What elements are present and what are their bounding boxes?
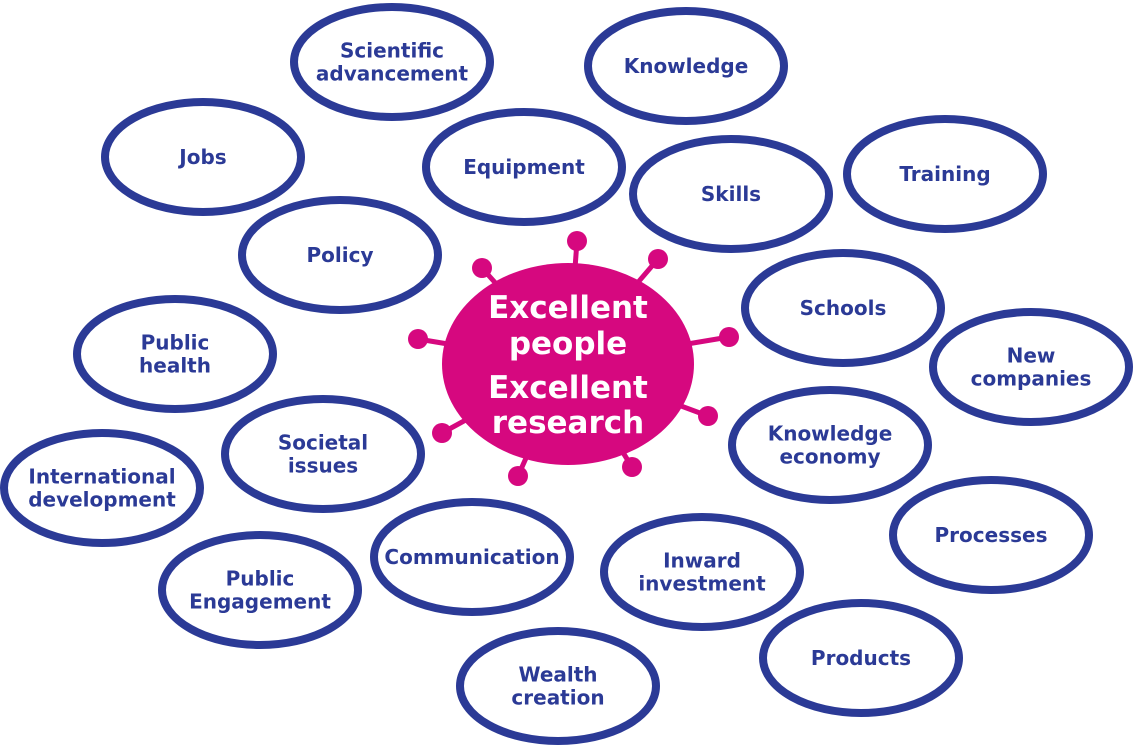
bubble-label: Engagement [189, 590, 331, 614]
bubble-outline [73, 295, 277, 413]
bubble-label: health [139, 354, 211, 378]
bubble-label: International [28, 465, 175, 489]
bubble-outline [0, 429, 204, 547]
bubble-outline [456, 627, 660, 745]
bubble-label: Societal [278, 431, 368, 455]
bubble-label: Skills [701, 182, 761, 206]
bubble-label: Schools [800, 296, 887, 320]
spoke-dot [508, 466, 528, 486]
bubble-label: Public [226, 567, 295, 591]
center-ellipse [442, 263, 694, 465]
bubble-label: Policy [306, 243, 373, 267]
bubble-label: issues [288, 454, 358, 478]
bubble-label: Scientific [340, 39, 444, 63]
bubble-label: development [28, 488, 176, 512]
bubble-label: advancement [316, 62, 469, 86]
spoke-dot [719, 327, 739, 347]
center-label: people [509, 326, 627, 362]
center-label: Excellent [488, 290, 648, 326]
bubble-label: Knowledge [768, 422, 893, 446]
bubble-jobs: Jobs [101, 98, 305, 216]
center-label: research [492, 405, 644, 441]
spoke-dot [432, 423, 452, 443]
bubble-label: Knowledge [624, 54, 749, 78]
bubble-equipment: Equipment [422, 108, 626, 226]
bubble-communication: Communication [370, 498, 574, 616]
bubble-outline [741, 249, 945, 367]
bubble-label: Jobs [177, 145, 226, 169]
bubble-outline [759, 599, 963, 717]
bubble-products: Products [759, 599, 963, 717]
bubble-outline [221, 395, 425, 513]
center-label: Excellent [488, 370, 648, 406]
bubble-label: Equipment [463, 155, 585, 179]
bubble-outline [422, 108, 626, 226]
bubble-policy: Policy [238, 196, 442, 314]
bubble-label: New [1007, 344, 1056, 368]
spoke-dot [622, 457, 642, 477]
bubble-skills: Skills [629, 135, 833, 253]
spoke-dot [648, 249, 668, 269]
bubble-label: creation [511, 686, 604, 710]
bubble-outline [889, 476, 1093, 594]
bubble-outline [929, 308, 1133, 426]
bubble-outline [101, 98, 305, 216]
bubble-label: Communication [384, 545, 559, 569]
bubble-outline [843, 115, 1047, 233]
bubble-knowledge: Knowledge [584, 7, 788, 125]
bubble-label: Public [141, 331, 210, 355]
bubble-label: investment [638, 572, 766, 596]
spoke-dot [698, 406, 718, 426]
bubble-label: Products [811, 646, 911, 670]
bubble-training: Training [843, 115, 1047, 233]
bubble-outline [290, 3, 494, 121]
bubble-outline [629, 135, 833, 253]
spoke-dot [408, 329, 428, 349]
bubble-schools: Schools [741, 249, 945, 367]
bubble-label: Inward [663, 549, 741, 573]
spoke-dot [567, 231, 587, 251]
bubble-label: Processes [935, 523, 1048, 547]
spoke-dot [472, 258, 492, 278]
bubble-outline [584, 7, 788, 125]
bubble-label: Wealth [518, 663, 597, 687]
bubble-processes: Processes [889, 476, 1093, 594]
bubble-label: companies [971, 367, 1092, 391]
bubble-outline [238, 196, 442, 314]
bubble-outline [728, 386, 932, 504]
bubble-label: Training [899, 162, 990, 186]
bubble-outline [600, 513, 804, 631]
bubble-label: economy [779, 445, 880, 469]
bubble-outline [158, 531, 362, 649]
bubble-outline [370, 498, 574, 616]
